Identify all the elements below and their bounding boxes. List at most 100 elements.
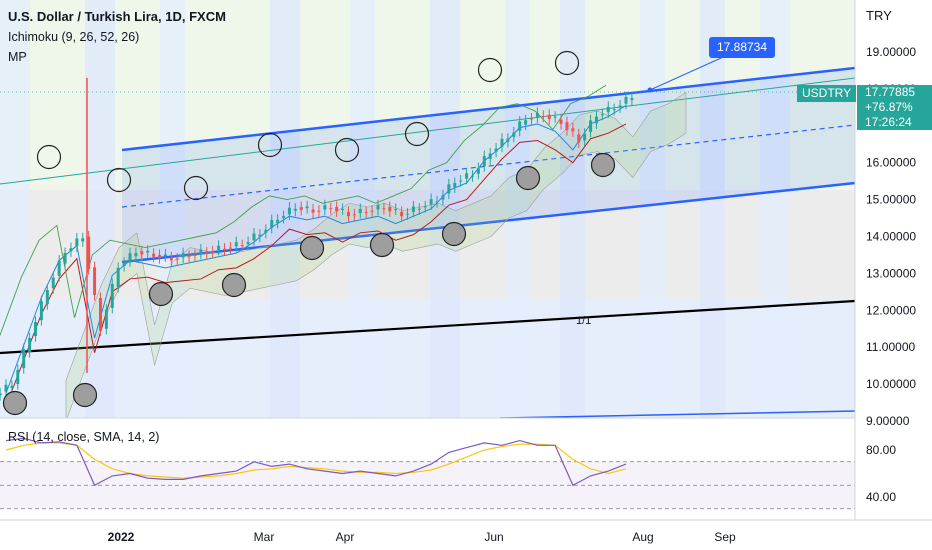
y-tick-label: 11.00000 — [866, 340, 915, 354]
candle-body — [594, 116, 598, 124]
y-tick-label: 10.00000 — [866, 377, 916, 391]
x-tick-label: Sep — [714, 530, 736, 544]
mp-filled-circle — [299, 235, 325, 261]
candle-body — [317, 210, 321, 212]
channel-upper — [121, 66, 856, 152]
candle-body — [429, 199, 433, 205]
candle-body — [51, 277, 55, 289]
mp-open-circle — [36, 144, 62, 170]
mp-filled-circle — [590, 152, 616, 178]
rsi-background — [0, 418, 855, 520]
candle-body — [518, 121, 522, 131]
ichimoku-label[interactable]: Ichimoku (9, 26, 52, 26) — [8, 30, 140, 44]
candle-body — [459, 180, 463, 182]
candle-body — [128, 253, 132, 262]
mp-filled-circle — [515, 165, 541, 191]
annotation-label: 1/1 — [576, 315, 591, 327]
callout-anchor — [647, 87, 653, 93]
y-tick-label: 13.00000 — [866, 266, 916, 280]
candle-body — [140, 251, 144, 255]
candle-body — [541, 115, 545, 117]
candle-body — [488, 153, 492, 160]
candle-body — [400, 211, 404, 217]
candle-body — [75, 238, 79, 247]
candle-body — [93, 267, 97, 296]
y-tick-label: 16.00000 — [866, 156, 916, 170]
candle-body — [441, 195, 445, 200]
candle-body — [276, 219, 280, 223]
chart-title: U.S. Dollar / Turkish Lira, 1D, FXCM — [8, 9, 226, 24]
rsi-tick-label: 80.00 — [866, 443, 896, 457]
candle-body — [39, 301, 43, 321]
candle-body — [110, 283, 114, 308]
mp-open-circle — [554, 50, 580, 76]
candle-body — [512, 132, 516, 137]
mp-filled-circle — [72, 382, 98, 408]
candle-body — [577, 134, 581, 143]
candle-body — [500, 138, 504, 147]
currency-label: TRY — [866, 8, 892, 23]
stripe — [0, 0, 30, 418]
target-callout[interactable]: 17.88734 — [709, 37, 775, 58]
candle-body — [258, 234, 262, 237]
candle-body — [187, 256, 191, 258]
mp-open-circle — [257, 132, 283, 158]
candle-body — [69, 248, 73, 252]
candle-body — [116, 267, 120, 287]
candle-body — [524, 120, 528, 125]
candle-body — [246, 242, 250, 244]
candle-body — [299, 206, 303, 211]
mp-open-circle — [477, 57, 503, 83]
stripe — [505, 0, 530, 418]
candle-body — [470, 175, 474, 177]
stripe — [640, 0, 665, 418]
candle-body — [4, 384, 8, 392]
stripe — [760, 0, 790, 418]
candle-body — [16, 369, 20, 385]
candle-body — [211, 251, 215, 253]
rsi-label[interactable]: RSI (14, close, SMA, 14, 2) — [8, 430, 160, 444]
candle-body — [287, 207, 291, 215]
mp-filled-circle — [441, 221, 467, 247]
candle-body — [571, 128, 575, 132]
time-axis-bg — [0, 520, 932, 550]
candle-body — [358, 208, 362, 214]
candle-body — [370, 210, 374, 212]
rsi-ma-line — [5, 442, 627, 479]
candle-body — [559, 119, 563, 124]
y-tick-label: 19.00000 — [866, 45, 916, 59]
rsi-panel-plot — [0, 418, 855, 520]
last-price-box: 17.77885 +76.87% 17:26:24 — [857, 85, 932, 130]
trend-line-green — [0, 77, 856, 185]
x-tick-label: Aug — [632, 530, 653, 544]
candle-body — [305, 206, 309, 209]
candle-body — [158, 254, 162, 259]
candle-body — [104, 309, 108, 329]
candle-body — [122, 262, 126, 267]
channel-mid — [121, 124, 856, 208]
candle-body — [624, 97, 628, 104]
candle-body — [618, 105, 622, 108]
candle-body — [98, 298, 102, 331]
y-tick-label: 9.00000 — [866, 414, 910, 428]
candle-body — [547, 114, 551, 120]
candle-body — [228, 247, 232, 249]
base-line-1-1 — [0, 299, 856, 355]
background-stripes — [0, 0, 855, 418]
candle-body — [453, 182, 457, 188]
candle-body — [417, 208, 421, 210]
candle-body — [181, 253, 185, 258]
candle-body — [10, 385, 14, 388]
mp-filled-circle — [221, 272, 247, 298]
mp-label[interactable]: MP — [8, 50, 27, 64]
candle-body — [217, 245, 221, 251]
mp-filled-circle — [148, 281, 174, 307]
candle-body — [435, 201, 439, 203]
bottom-channel-line — [499, 410, 856, 419]
candle-body — [447, 184, 451, 194]
candle-body — [163, 254, 167, 257]
candle-body — [411, 206, 415, 212]
mp-filled-circle — [369, 232, 395, 258]
x-tick-label: 2022 — [108, 530, 135, 544]
